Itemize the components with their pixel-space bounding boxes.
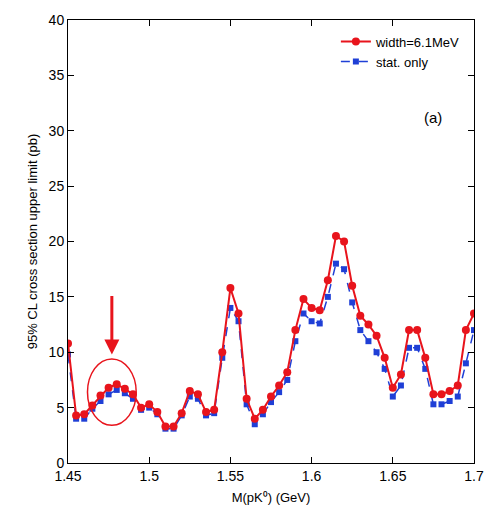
svg-text:M(pK⁰) (GeV): M(pK⁰) (GeV) bbox=[232, 490, 311, 505]
svg-text:0: 0 bbox=[56, 455, 64, 471]
svg-text:1.55: 1.55 bbox=[217, 468, 244, 484]
svg-text:1.5: 1.5 bbox=[139, 468, 159, 484]
svg-text:stat. only: stat. only bbox=[376, 55, 429, 70]
svg-text:35: 35 bbox=[49, 67, 65, 83]
svg-text:15: 15 bbox=[49, 289, 65, 305]
svg-text:10: 10 bbox=[49, 344, 65, 360]
svg-text:25: 25 bbox=[49, 178, 65, 194]
svg-text:95% CL cross section upper lim: 95% CL cross section upper limit (pb) bbox=[25, 134, 40, 350]
svg-text:1.65: 1.65 bbox=[379, 468, 406, 484]
svg-text:5: 5 bbox=[56, 400, 64, 416]
svg-text:30: 30 bbox=[49, 123, 65, 139]
svg-text:width=6.1MeV: width=6.1MeV bbox=[375, 35, 459, 50]
svg-text:1.7: 1.7 bbox=[464, 468, 484, 484]
svg-text:40: 40 bbox=[49, 12, 65, 28]
svg-text:1.45: 1.45 bbox=[54, 468, 81, 484]
svg-text:1.6: 1.6 bbox=[302, 468, 322, 484]
svg-text:(a): (a) bbox=[424, 109, 442, 126]
svg-text:20: 20 bbox=[49, 233, 65, 249]
